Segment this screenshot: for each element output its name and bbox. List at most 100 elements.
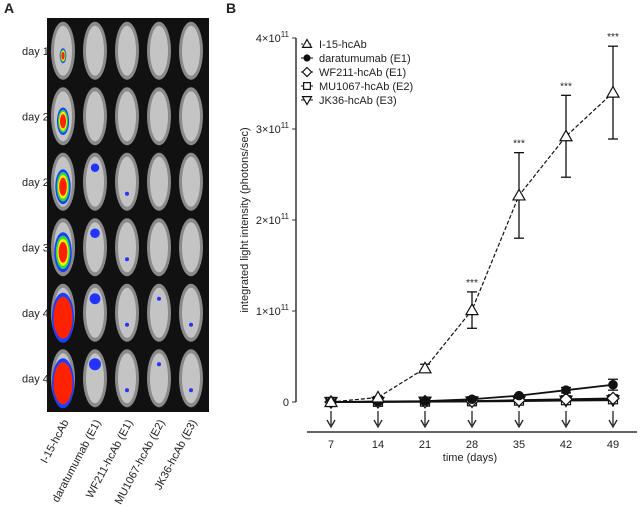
image-background bbox=[47, 18, 209, 412]
signal-spot bbox=[125, 322, 129, 327]
signal-spot bbox=[90, 228, 100, 239]
mouse-image-body bbox=[118, 287, 136, 338]
marker-circle bbox=[420, 396, 430, 406]
signal-red bbox=[53, 296, 73, 339]
marker-triangle-up bbox=[323, 394, 339, 408]
mouse-image-body bbox=[182, 25, 200, 76]
marker-diamond bbox=[606, 391, 620, 406]
treatment-arrow-head bbox=[420, 419, 430, 429]
treatment-arrow-head bbox=[608, 419, 618, 429]
mouse-image-body bbox=[86, 91, 104, 142]
signal-red bbox=[58, 241, 68, 263]
signal-red bbox=[59, 177, 67, 196]
signal-red bbox=[53, 362, 73, 405]
mouse-image-body bbox=[86, 25, 104, 76]
treatment-arrow-head bbox=[561, 419, 571, 429]
mouse-image-body bbox=[118, 91, 136, 142]
row-label: day 35 bbox=[22, 242, 55, 254]
mouse-image-body bbox=[86, 156, 104, 207]
mouse-image-body bbox=[118, 353, 136, 404]
y-tick-label: 4×1011 bbox=[256, 30, 290, 45]
signal-spot bbox=[125, 191, 129, 196]
signal-spot bbox=[89, 358, 101, 371]
y-tick-label: 1×1011 bbox=[256, 303, 290, 318]
x-tick-label: 35 bbox=[513, 439, 525, 451]
row-label: day 21 bbox=[22, 111, 55, 123]
marker-circle bbox=[514, 390, 524, 401]
mouse-image-body bbox=[182, 91, 200, 142]
mouse-image-body bbox=[118, 222, 136, 273]
treatment-arrow-head bbox=[373, 419, 383, 429]
marker-circle bbox=[608, 379, 618, 390]
mouse-image-body bbox=[150, 353, 168, 404]
significance-label: *** bbox=[466, 278, 478, 289]
signal-spot bbox=[157, 296, 161, 301]
mouse-image-body bbox=[150, 287, 168, 338]
marker-triangle-up bbox=[417, 361, 433, 374]
mouse-image-body bbox=[150, 222, 168, 273]
marker-diamond bbox=[559, 392, 573, 407]
x-tick-label: 7 bbox=[328, 439, 334, 451]
row-label: day 14 bbox=[22, 46, 55, 58]
signal-spot bbox=[189, 322, 193, 327]
legend-label: MU1067-hcAb (E2) bbox=[319, 81, 413, 93]
x-tick-label: 21 bbox=[419, 439, 431, 451]
row-label: day 28 bbox=[22, 177, 55, 189]
mouse-image-body bbox=[118, 25, 136, 76]
y-tick-label: 0 bbox=[283, 397, 289, 409]
marker-circle bbox=[467, 394, 477, 405]
mouse-image-body bbox=[182, 222, 200, 273]
legend-label: WF211-hcAb (E1) bbox=[319, 67, 406, 79]
bioluminescence-image-grid: day 14 day 21 day 28 day 35 day 42 day 49 I-15… bbox=[22, 18, 209, 507]
marker-triangle-down bbox=[301, 96, 313, 106]
marker-square bbox=[303, 82, 311, 90]
marker-triangle-up bbox=[558, 129, 574, 142]
marker-triangle-up bbox=[511, 188, 527, 201]
treatment-arrow-head bbox=[514, 419, 524, 429]
y-axis-label: integrated light intensity (photons/sec) bbox=[239, 127, 251, 312]
mouse-image-body bbox=[150, 156, 168, 207]
column-label: I-15-hcAb bbox=[39, 418, 72, 466]
legend-label: daratumumab (E1) bbox=[319, 53, 411, 65]
signal-spot bbox=[125, 388, 129, 393]
x-tick-label: 14 bbox=[372, 439, 384, 451]
marker-triangle-up bbox=[605, 85, 621, 98]
marker-triangle-up bbox=[464, 302, 480, 316]
y-tick-label: 2×1011 bbox=[256, 212, 290, 227]
mouse-image-body bbox=[150, 25, 168, 76]
y-tick-label: 3×1011 bbox=[256, 121, 290, 136]
significance-label: *** bbox=[560, 81, 572, 92]
series-i-15-hcab: *** *** *** *** bbox=[323, 32, 621, 408]
signal-red bbox=[61, 51, 65, 60]
signal-spot bbox=[189, 388, 193, 393]
row-label: day 42 bbox=[22, 308, 55, 320]
mouse-image-body bbox=[182, 287, 200, 338]
mouse-image-body bbox=[182, 353, 200, 404]
signal-spot bbox=[125, 257, 129, 262]
series-daratumumab bbox=[326, 378, 618, 407]
marker-diamond bbox=[301, 66, 313, 78]
signal-red bbox=[59, 114, 67, 129]
mouse-image-body bbox=[118, 156, 136, 207]
marker-circle bbox=[561, 385, 571, 395]
x-tick-label: 49 bbox=[607, 439, 619, 451]
panel-a-label: A bbox=[4, 0, 14, 16]
marker-circle bbox=[303, 54, 311, 62]
x-tick-label: 42 bbox=[560, 439, 572, 451]
treatment-arrow-head bbox=[467, 419, 477, 429]
signal-spot bbox=[90, 163, 100, 172]
treatment-arrow-head bbox=[326, 419, 336, 429]
mouse-image-body bbox=[150, 91, 168, 142]
legend-label: I-15-hcAb bbox=[319, 39, 367, 51]
x-tick-label: 28 bbox=[466, 439, 478, 451]
x-axis-label: time (days) bbox=[443, 452, 497, 464]
panel-b-label: B bbox=[226, 0, 236, 16]
significance-label: *** bbox=[513, 139, 525, 150]
marker-triangle-up bbox=[370, 390, 386, 403]
mouse-image-body bbox=[182, 156, 200, 207]
signal-spot bbox=[157, 362, 161, 367]
signal-spot bbox=[89, 293, 101, 305]
significance-label: *** bbox=[607, 32, 619, 43]
chart: 0 1×1011 2×1011 3×1011 4×1011 7 14 21 28 35 42 49 ti… bbox=[239, 30, 637, 464]
legend-label: JK36-hcAb (E3) bbox=[319, 95, 397, 107]
